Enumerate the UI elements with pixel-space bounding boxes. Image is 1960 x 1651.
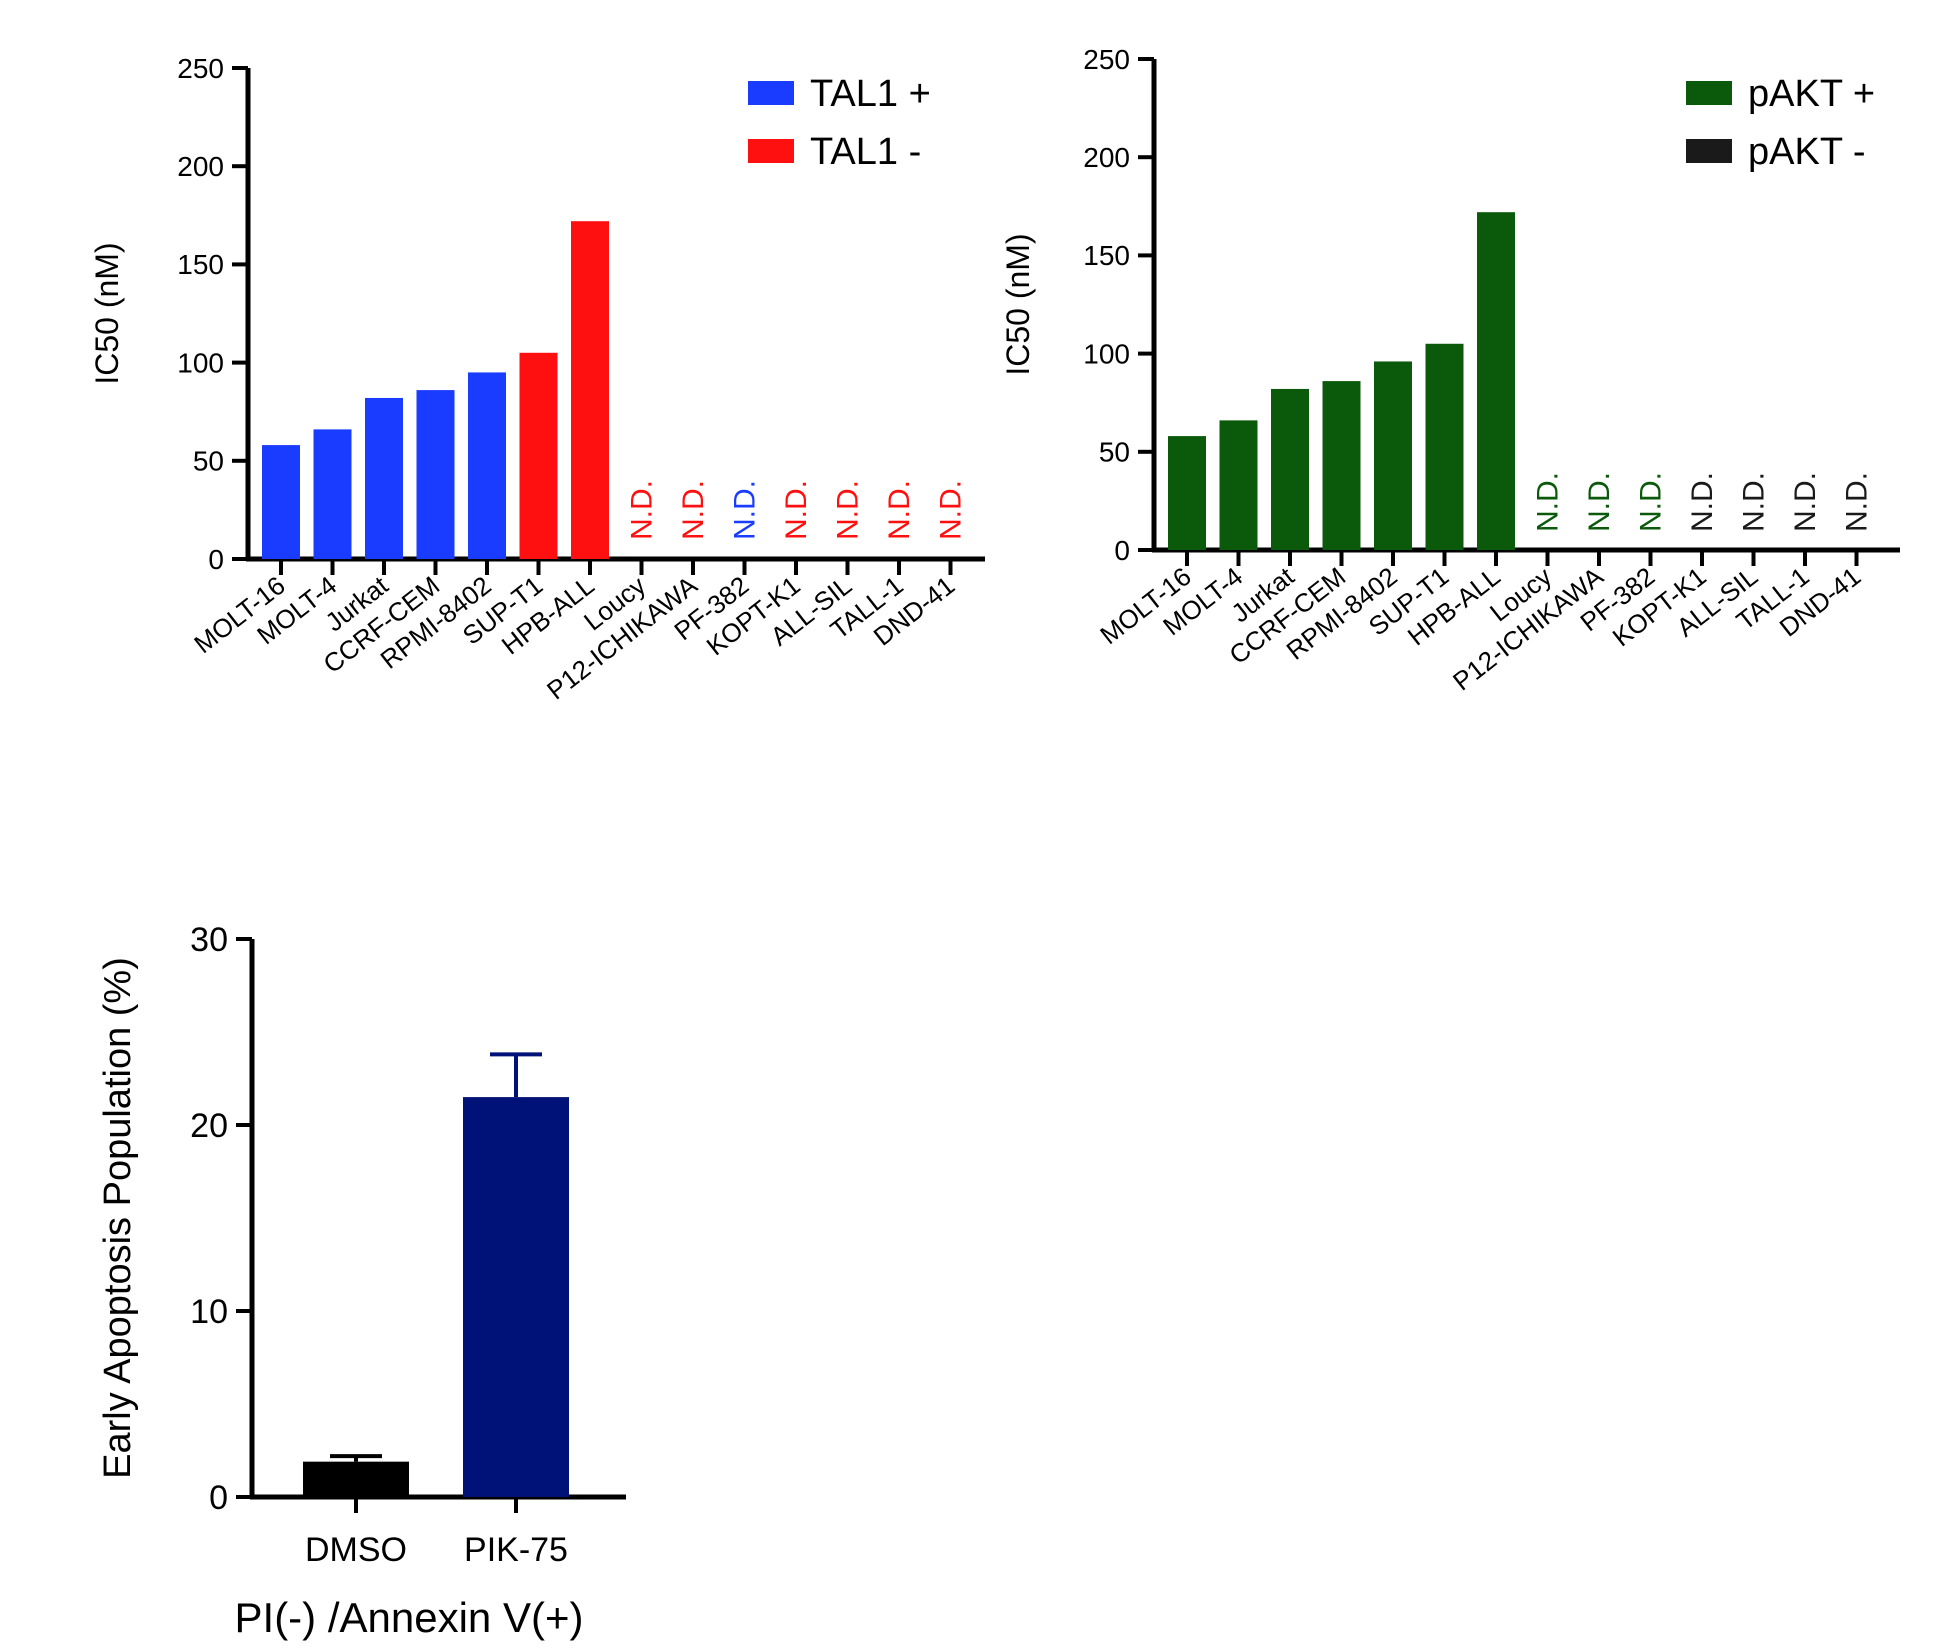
bar	[262, 445, 300, 559]
bar	[463, 1097, 569, 1497]
y-tick-label: 0	[209, 1479, 228, 1517]
y-tick-label: 0	[208, 544, 224, 575]
bar	[1374, 361, 1412, 550]
na-label: N.D.	[1789, 472, 1822, 532]
bar	[1322, 381, 1361, 550]
bar	[303, 1461, 409, 1497]
na-label: N.D.	[832, 480, 865, 540]
y-axis-label: Early Apoptosis Population (%)	[97, 957, 139, 1479]
y-tick-label: 10	[190, 1293, 228, 1331]
legend-label: pAKT -	[1748, 131, 1866, 173]
legend-swatch	[1686, 81, 1732, 105]
bar	[1168, 436, 1206, 550]
y-tick-label: 250	[177, 53, 224, 84]
na-label: N.D.	[729, 480, 762, 540]
legend-label: TAL1 -	[810, 131, 921, 173]
bar	[1219, 420, 1258, 550]
y-tick-label: 100	[177, 347, 224, 378]
na-label: N.D.	[1738, 472, 1771, 532]
x-axis-label: PI(-) /Annexin V(+)	[235, 1594, 584, 1641]
bar	[416, 390, 455, 559]
na-label: N.D.	[883, 480, 916, 540]
y-tick-label: 30	[190, 921, 228, 959]
y-tick-label: 150	[177, 249, 224, 280]
legend-swatch	[1686, 139, 1732, 163]
na-label: N.D.	[1635, 472, 1668, 532]
y-tick-label: 50	[1099, 437, 1130, 468]
na-label: N.D.	[1841, 472, 1874, 532]
y-tick-label: 100	[1083, 338, 1130, 369]
na-label: N.D.	[1686, 472, 1719, 532]
bar	[1477, 212, 1515, 550]
y-tick-label: 200	[177, 151, 224, 182]
bar	[313, 429, 352, 559]
y-axis-label: IC50 (nM)	[89, 242, 125, 384]
y-tick-label: 0	[1114, 535, 1130, 566]
x-tick-label: PIK-75	[464, 1531, 568, 1569]
y-tick-label: 20	[190, 1107, 228, 1145]
legend-label: pAKT +	[1748, 73, 1875, 115]
bar	[1425, 343, 1464, 550]
bar	[571, 221, 609, 559]
y-tick-label: 200	[1083, 142, 1130, 173]
chart-3: 0 10 20 30 Early Apoptosis Population (%) DMS…	[97, 921, 626, 1641]
na-label: N.D.	[626, 480, 659, 540]
bar	[468, 372, 506, 559]
y-axis-label: IC50 (nM)	[1000, 233, 1036, 375]
y-tick-label: 150	[1083, 240, 1130, 271]
na-label: N.D.	[1532, 472, 1565, 532]
bar	[365, 397, 403, 559]
y-tick-label: 50	[193, 446, 224, 477]
bar	[519, 352, 558, 559]
na-label: N.D.	[677, 480, 710, 540]
y-tick-label: 250	[1083, 44, 1130, 75]
legend-label: TAL1 +	[810, 73, 931, 115]
legend-swatch	[748, 81, 794, 105]
x-tick-label: DMSO	[305, 1531, 407, 1569]
na-label: N.D.	[935, 480, 968, 540]
bar	[1271, 388, 1309, 550]
na-label: N.D.	[780, 480, 813, 540]
na-label: N.D.	[1583, 472, 1616, 532]
legend-swatch	[748, 139, 794, 163]
